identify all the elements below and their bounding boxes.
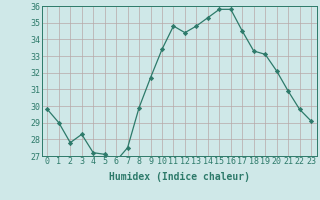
- X-axis label: Humidex (Indice chaleur): Humidex (Indice chaleur): [109, 172, 250, 182]
